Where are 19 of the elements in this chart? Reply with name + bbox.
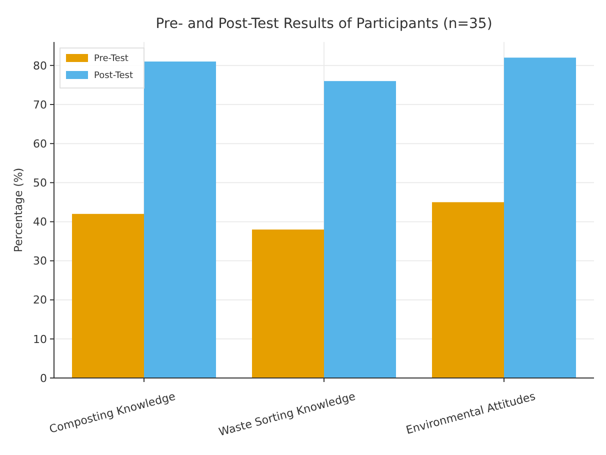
y-tick-label: 70 [33, 98, 47, 112]
bar [504, 58, 576, 378]
chart-title: Pre- and Post-Test Results of Participants (n=35) [156, 16, 492, 32]
bar [432, 202, 504, 378]
legend-label: Pre-Test [94, 54, 129, 64]
y-tick-label: 10 [33, 332, 47, 346]
y-axis-title: Percentage (%) [12, 168, 25, 252]
y-tick-label: 60 [33, 137, 47, 150]
y-tick-label: 30 [33, 254, 47, 268]
bar [72, 214, 144, 378]
bar [324, 81, 396, 378]
legend-label: Post-Test [94, 71, 134, 82]
y-tick-label: 20 [33, 294, 47, 307]
y-tick-label: 40 [33, 216, 47, 229]
y-tick-label: 80 [33, 59, 47, 72]
bar [252, 230, 324, 378]
y-tick-label: 50 [33, 176, 47, 190]
y-tick-label: 0 [40, 372, 47, 385]
bar [144, 62, 216, 378]
